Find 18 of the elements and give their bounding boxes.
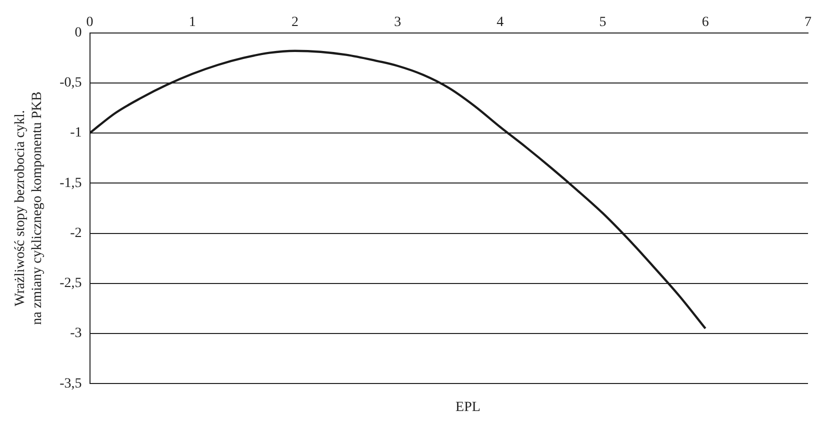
y-tick-label: -3,5 (60, 376, 82, 392)
y-tick-label: 0 (74, 25, 82, 40)
x-tick-label: 7 (804, 15, 812, 30)
x-tick-label: 0 (86, 15, 94, 30)
y-tick-label: -0,5 (60, 76, 82, 91)
x-tick-label: 5 (599, 15, 606, 30)
y-tick-label: -1,5 (60, 176, 82, 191)
y-tick-label: -2 (70, 226, 82, 241)
x-tick-label: 3 (394, 15, 402, 30)
y-axis-title: Wrażliwość stopy bezrobocia cykl. na zmiany cyklicznego komponentu PKB (13, 92, 45, 325)
x-axis-title: EPL (454, 400, 482, 416)
y-tick-label: -1 (70, 126, 82, 141)
x-tick-label: 6 (702, 15, 709, 30)
y-tick-label: -2,5 (60, 276, 82, 292)
x-tick-label: 1 (188, 15, 196, 30)
x-tick-label: 2 (291, 15, 298, 30)
y-tick-label: -3 (70, 326, 82, 342)
x-tick-label: 4 (496, 15, 504, 30)
